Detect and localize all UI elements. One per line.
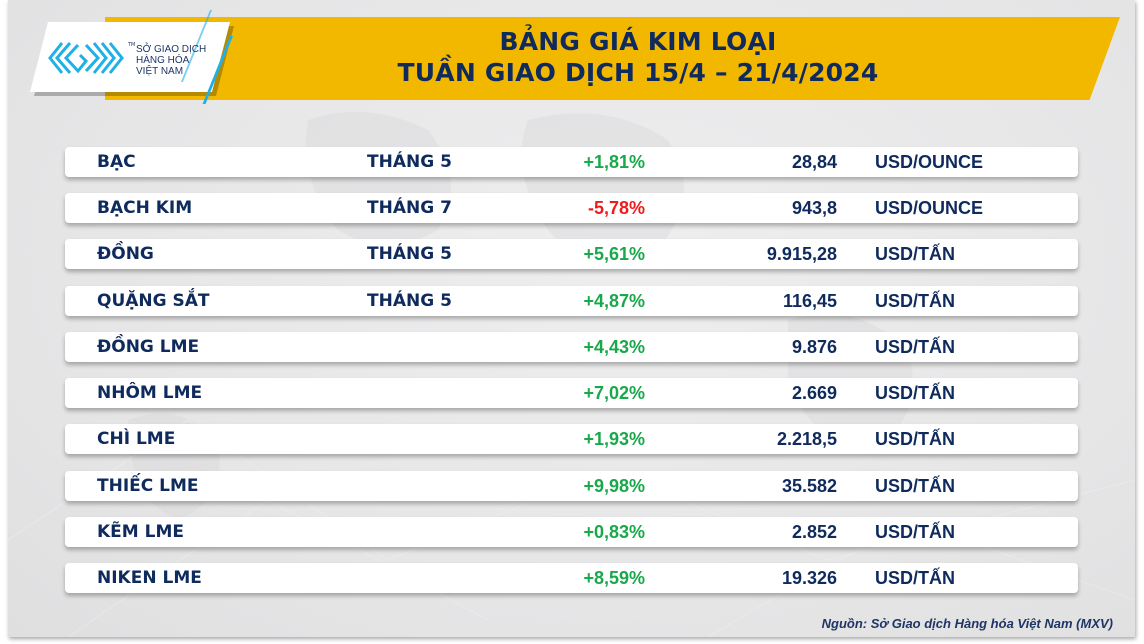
- source-note: Nguồn: Sở Giao dịch Hàng hóa Việt Nam (M…: [821, 616, 1113, 631]
- table-row: NIKEN LME +8,59% 19.326 USD/TẤN: [65, 563, 1078, 593]
- price: 116,45: [782, 291, 837, 311]
- unit: USD/OUNCE: [875, 152, 984, 172]
- price: 2.218,5: [776, 429, 837, 449]
- infographic-frame: TM SỞ GIAO DỊCH HÀNG HÓA VIỆT NAM BẢNG G…: [8, 0, 1135, 637]
- contract-month: THÁNG 5: [367, 244, 452, 264]
- unit: USD/TẤN: [875, 337, 955, 357]
- logo-text-line2: HÀNG HÓA: [136, 55, 190, 66]
- logo-text-line3: VIỆT NAM: [136, 66, 184, 77]
- price: 28,84: [791, 152, 837, 172]
- title-banner: [105, 17, 1120, 100]
- contract-month: THÁNG 5: [367, 291, 452, 311]
- price: 943,8: [791, 198, 837, 218]
- weekly-change: +9,98%: [583, 476, 645, 496]
- weekly-change: +0,83%: [583, 522, 645, 542]
- price: 19.326: [781, 568, 837, 588]
- metal-name: CHÌ LME: [97, 429, 176, 449]
- price: 35.582: [781, 476, 837, 496]
- title-line-2: TUẦN GIAO DỊCH 15/4 – 21/4/2024: [397, 58, 879, 87]
- unit: USD/TẤN: [875, 291, 955, 311]
- table-row: ĐỒNG LME +4,43% 9.876 USD/TẤN: [65, 332, 1078, 362]
- metal-name: QUẶNG SẮT: [97, 291, 210, 311]
- mxv-logo-icon: [48, 42, 124, 74]
- unit: USD/OUNCE: [875, 198, 984, 218]
- logo-text-line1: SỞ GIAO DỊCH: [136, 44, 207, 55]
- title-line-1: BẢNG GIÁ KIM LOẠI: [499, 27, 777, 56]
- weekly-change: +1,93%: [583, 429, 645, 449]
- table-row: THIẾC LME +9,98% 35.582 USD/TẤN: [65, 471, 1078, 501]
- weekly-change: +7,02%: [583, 383, 645, 403]
- weekly-change: +1,81%: [583, 152, 645, 172]
- price: 2.852: [791, 522, 837, 542]
- logo-text: SỞ GIAO DỊCH HÀNG HÓA VIỆT NAM: [136, 44, 206, 77]
- metal-name: ĐỒNG: [97, 244, 154, 264]
- table-row: KẼM LME +0,83% 2.852 USD/TẤN: [65, 517, 1078, 547]
- table-row: NHÔM LME +7,02% 2.669 USD/TẤN: [65, 378, 1078, 408]
- table-row: BẠCH KIM THÁNG 7 -5,78% 943,8 USD/OUNCE: [65, 193, 1078, 223]
- price: 9.915,28: [766, 244, 837, 264]
- price: 2.669: [791, 383, 837, 403]
- table-row: CHÌ LME +1,93% 2.218,5 USD/TẤN: [65, 424, 1078, 454]
- contract-month: THÁNG 5: [367, 152, 452, 172]
- table-row: BẠC THÁNG 5 +1,81% 28,84 USD/OUNCE: [65, 147, 1078, 177]
- unit: USD/TẤN: [875, 383, 955, 403]
- weekly-change: -5,78%: [587, 198, 645, 218]
- logo-card: [30, 22, 230, 92]
- price: 9.876: [791, 337, 837, 357]
- weekly-change: +8,59%: [583, 568, 645, 588]
- table-row: ĐỒNG THÁNG 5 +5,61% 9.915,28 USD/TẤN: [65, 239, 1078, 269]
- weekly-change: +5,61%: [583, 244, 645, 264]
- unit: USD/TẤN: [875, 568, 955, 588]
- metal-name: KẼM LME: [97, 522, 184, 542]
- metal-name: ĐỒNG LME: [97, 337, 200, 357]
- table-row: QUẶNG SẮT THÁNG 5 +4,87% 116,45 USD/TẤN: [65, 286, 1078, 316]
- contract-month: THÁNG 7: [367, 198, 452, 218]
- metal-name: NIKEN LME: [97, 568, 202, 588]
- unit: USD/TẤN: [875, 522, 955, 542]
- metal-name: BẠC: [97, 152, 136, 172]
- trademark-mark: TM: [128, 42, 136, 48]
- weekly-change: +4,87%: [583, 291, 645, 311]
- metal-name: THIẾC LME: [97, 476, 199, 496]
- unit: USD/TẤN: [875, 244, 955, 264]
- unit: USD/TẤN: [875, 429, 955, 449]
- metal-name: BẠCH KIM: [97, 198, 193, 218]
- unit: USD/TẤN: [875, 476, 955, 496]
- metal-name: NHÔM LME: [97, 383, 203, 403]
- page-title: BẢNG GIÁ KIM LOẠI TUẦN GIAO DỊCH 15/4 – …: [338, 26, 938, 88]
- weekly-change: +4,43%: [583, 337, 645, 357]
